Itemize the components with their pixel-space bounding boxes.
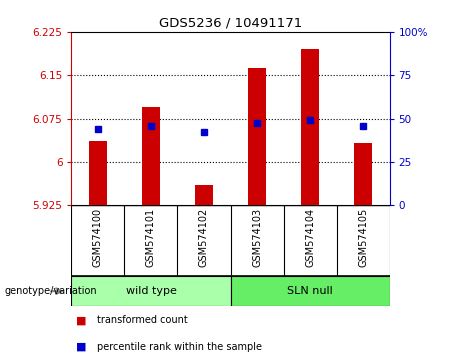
Bar xyxy=(195,185,213,205)
Bar xyxy=(301,49,319,205)
Text: percentile rank within the sample: percentile rank within the sample xyxy=(97,342,262,352)
Bar xyxy=(89,141,107,205)
Text: SLN null: SLN null xyxy=(287,286,333,296)
Text: GSM574103: GSM574103 xyxy=(252,207,262,267)
Text: GSM574104: GSM574104 xyxy=(305,207,315,267)
Text: transformed count: transformed count xyxy=(97,315,188,325)
Text: wild type: wild type xyxy=(125,286,177,296)
Text: GSM574101: GSM574101 xyxy=(146,207,156,267)
Text: ■: ■ xyxy=(76,315,87,325)
Title: GDS5236 / 10491171: GDS5236 / 10491171 xyxy=(159,16,302,29)
Bar xyxy=(354,143,372,205)
Text: GSM574102: GSM574102 xyxy=(199,207,209,267)
Text: GSM574100: GSM574100 xyxy=(93,207,103,267)
Text: GSM574105: GSM574105 xyxy=(358,207,368,267)
Text: ■: ■ xyxy=(76,342,87,352)
Bar xyxy=(230,276,390,306)
Bar xyxy=(142,107,160,205)
Text: genotype/variation: genotype/variation xyxy=(5,286,97,296)
Bar xyxy=(71,276,230,306)
Bar xyxy=(248,68,266,205)
